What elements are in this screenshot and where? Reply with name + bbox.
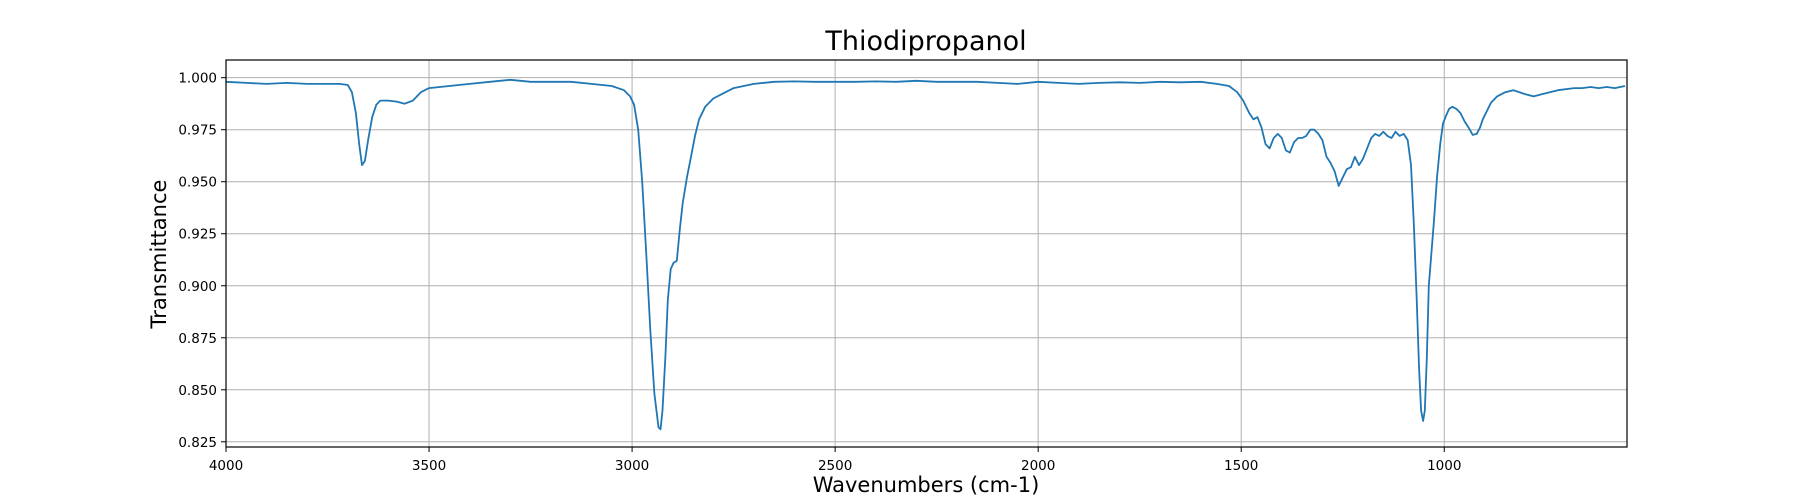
- x-axis-label: Wavenumbers (cm-1): [813, 473, 1040, 497]
- y-axis-ticks: 0.825 0.850 0.875 0.900 0.925 0.950 0.975 1.000: [178, 71, 226, 451]
- series-layer: [225, 78, 1626, 431]
- spectrum-line: [225, 78, 1626, 431]
- x-tick-label: 1500: [1224, 458, 1258, 474]
- y-tick-label: 0.900: [178, 279, 217, 295]
- y-tick-label: 0.925: [178, 227, 217, 243]
- x-tick-label: 2000: [1021, 458, 1055, 474]
- x-tick-label: 1000: [1427, 458, 1461, 474]
- y-axis-label: Transmittance: [147, 180, 171, 330]
- y-tick-label: 0.850: [178, 383, 217, 399]
- y-tick-label: 0.875: [178, 331, 217, 347]
- y-tick-label: 0.825: [178, 435, 217, 451]
- plot-frame: [225, 59, 1628, 448]
- y-tick-label: 1.000: [178, 71, 217, 87]
- x-axis-ticks: 4000 3500 3000 2500 2000 1500 1000: [209, 447, 1461, 474]
- x-tick-label: 4000: [209, 458, 243, 474]
- x-tick-label: 3500: [412, 458, 446, 474]
- x-tick-label: 2500: [818, 458, 852, 474]
- grid-lines: [225, 60, 1627, 447]
- y-tick-label: 0.975: [178, 123, 217, 139]
- y-tick-label: 0.950: [178, 175, 217, 191]
- x-tick-label: 3000: [615, 458, 649, 474]
- chart-title: Thiodipropanol: [824, 26, 1026, 57]
